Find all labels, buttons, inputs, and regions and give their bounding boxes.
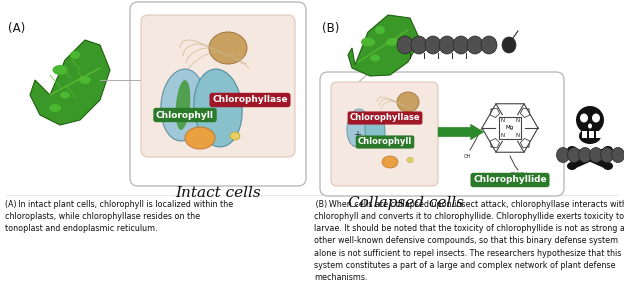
FancyArrowPatch shape — [438, 124, 484, 140]
Ellipse shape — [612, 148, 624, 162]
FancyBboxPatch shape — [320, 72, 564, 196]
Ellipse shape — [375, 26, 385, 34]
Ellipse shape — [185, 127, 215, 149]
Bar — [589, 131, 594, 138]
Ellipse shape — [567, 148, 580, 162]
Ellipse shape — [52, 65, 67, 75]
Text: Collapsed cells: Collapsed cells — [348, 196, 464, 210]
Text: Mg: Mg — [506, 125, 514, 131]
Ellipse shape — [588, 123, 592, 128]
Text: N: N — [515, 118, 519, 123]
Text: (B) When cells are collapsed upon insect attack, chlorophyllase interacts with
c: (B) When cells are collapsed upon insect… — [314, 200, 624, 282]
Text: Chlorophyllase: Chlorophyllase — [212, 95, 288, 105]
Text: Chlorophyll: Chlorophyll — [358, 137, 412, 147]
Text: (A) In intact plant cells, chlorophyll is localized within the
chloroplasts, whi: (A) In intact plant cells, chlorophyll i… — [5, 200, 233, 233]
Ellipse shape — [579, 128, 601, 144]
Ellipse shape — [557, 148, 570, 162]
Ellipse shape — [365, 113, 385, 148]
Ellipse shape — [176, 80, 190, 130]
Text: Intact cells: Intact cells — [175, 186, 261, 200]
Ellipse shape — [600, 148, 613, 162]
FancyBboxPatch shape — [141, 15, 295, 157]
Ellipse shape — [592, 114, 600, 122]
Text: (B): (B) — [322, 22, 339, 35]
Text: Chlorophyllide: Chlorophyllide — [473, 176, 547, 184]
Ellipse shape — [382, 156, 398, 168]
Ellipse shape — [386, 38, 398, 46]
Ellipse shape — [576, 106, 604, 134]
Text: Chlorophyll: Chlorophyll — [156, 111, 214, 119]
Ellipse shape — [603, 162, 613, 170]
Text: N: N — [515, 133, 519, 138]
Bar — [582, 131, 587, 138]
Ellipse shape — [502, 37, 516, 53]
Bar — [596, 131, 601, 138]
Ellipse shape — [230, 132, 240, 140]
Ellipse shape — [567, 162, 577, 170]
Ellipse shape — [209, 32, 247, 64]
Ellipse shape — [194, 69, 242, 147]
Ellipse shape — [580, 114, 588, 122]
Text: COOCH₃: COOCH₃ — [510, 172, 530, 177]
Ellipse shape — [60, 91, 70, 99]
Ellipse shape — [370, 55, 380, 61]
Polygon shape — [348, 15, 420, 76]
Ellipse shape — [590, 148, 603, 162]
FancyBboxPatch shape — [130, 2, 306, 186]
Ellipse shape — [49, 104, 61, 112]
Ellipse shape — [578, 148, 592, 162]
Ellipse shape — [467, 36, 483, 54]
Ellipse shape — [397, 36, 413, 54]
Text: +: + — [353, 130, 361, 140]
Text: N: N — [500, 133, 505, 138]
Text: Chlorophyllase: Chlorophyllase — [349, 114, 421, 122]
Text: N: N — [500, 118, 505, 123]
Ellipse shape — [567, 146, 577, 154]
Ellipse shape — [407, 158, 413, 162]
Ellipse shape — [411, 36, 427, 54]
Ellipse shape — [439, 36, 455, 54]
Ellipse shape — [453, 36, 469, 54]
Text: OH: OH — [464, 154, 472, 159]
Ellipse shape — [603, 146, 613, 154]
Ellipse shape — [70, 51, 80, 59]
Ellipse shape — [397, 92, 419, 112]
Ellipse shape — [161, 69, 205, 141]
Ellipse shape — [481, 36, 497, 54]
Ellipse shape — [347, 109, 369, 147]
Text: (A): (A) — [8, 22, 25, 35]
Ellipse shape — [79, 76, 91, 84]
Polygon shape — [30, 40, 110, 125]
Ellipse shape — [425, 36, 441, 54]
Ellipse shape — [361, 38, 375, 46]
FancyBboxPatch shape — [331, 82, 438, 186]
